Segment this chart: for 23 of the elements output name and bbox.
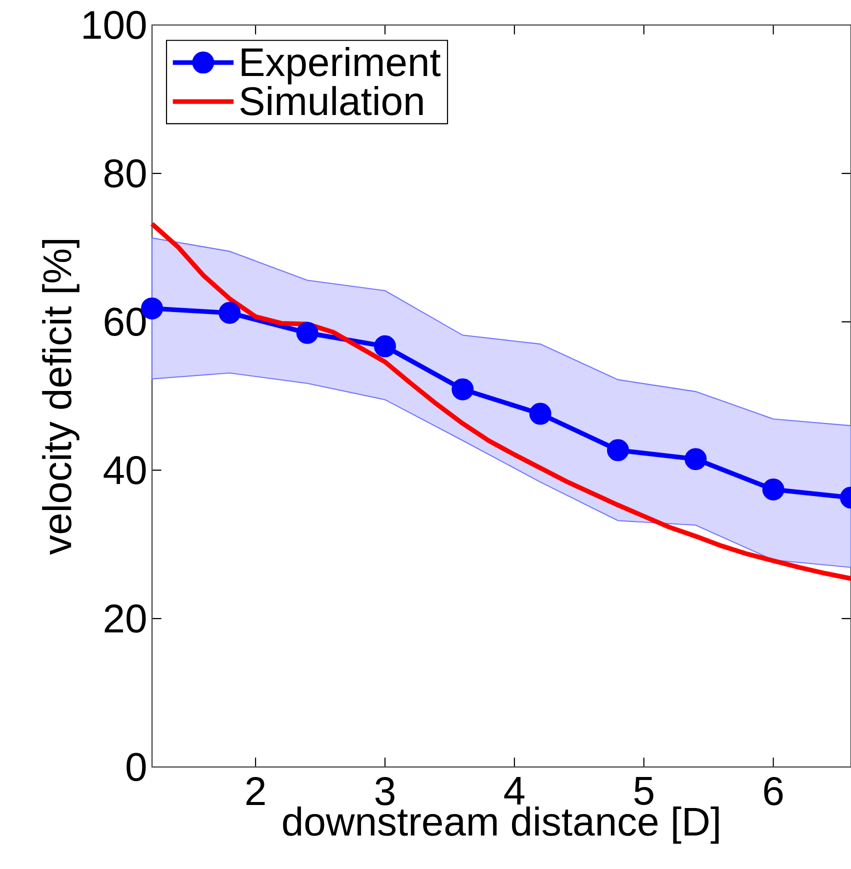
y-tick-label: 60	[104, 308, 146, 336]
point	[529, 402, 552, 425]
point	[684, 448, 707, 470]
y-tick-label: 0	[126, 752, 146, 782]
legend-label: Experiment	[242, 47, 441, 84]
point	[452, 378, 474, 400]
x-tick-label: 5	[634, 777, 654, 805]
x-tick-label: 2	[246, 777, 265, 805]
point	[762, 478, 784, 500]
point	[218, 302, 241, 324]
point	[296, 322, 318, 344]
y-tick-label: 40	[104, 456, 146, 484]
y-tick-label: 80	[104, 159, 146, 188]
y-tick-label: 20	[104, 604, 146, 633]
x-tick-label: 3	[375, 777, 394, 806]
x-axis-title: downstream distance [D]	[283, 806, 719, 844]
legend-label: Simulation	[240, 86, 423, 116]
point	[606, 439, 629, 462]
x-tick-label: 4	[504, 777, 524, 805]
y-axis-title: velocity deficit [%]	[42, 240, 80, 555]
x-tick-label: 6	[764, 777, 783, 806]
y-tick-label: 100	[84, 10, 146, 40]
point	[374, 335, 396, 358]
